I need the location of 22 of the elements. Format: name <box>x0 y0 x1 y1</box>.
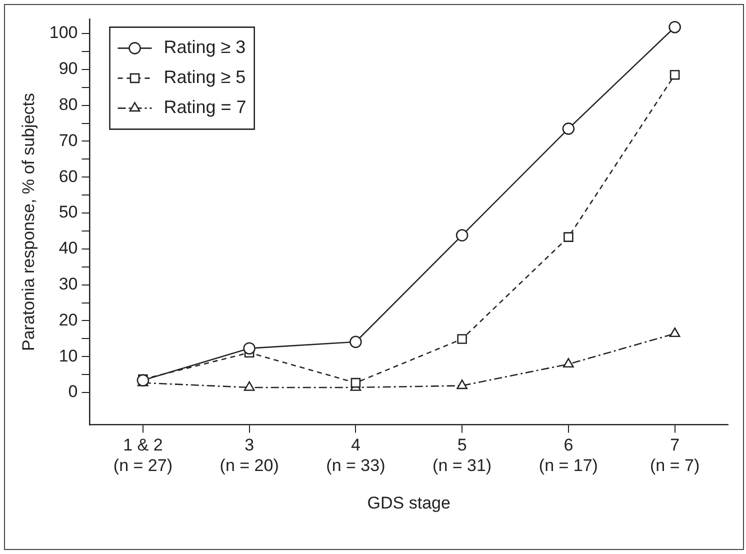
x-tick-label: 4 (n = 33) <box>326 436 386 476</box>
x-tick-label: 7 (n = 7) <box>650 436 700 476</box>
y-tick-label: 10 <box>58 346 78 366</box>
y-tick-label: 40 <box>58 238 78 258</box>
x-axis-title: GDS stage <box>367 493 450 512</box>
y-tick-label: 70 <box>58 130 78 150</box>
x-tick-label: 3 (n = 20) <box>220 436 279 476</box>
legend-label: Rating ≥ 5 <box>164 67 246 88</box>
y-tick-label: 20 <box>58 310 78 330</box>
legend-label: Rating = 7 <box>164 97 246 118</box>
y-tick-label: 100 <box>49 23 78 42</box>
legend-label: Rating ≥ 3 <box>164 37 246 58</box>
y-tick-label: 50 <box>58 202 78 222</box>
y-tick-label: 90 <box>58 59 78 78</box>
x-tick-label: 5 (n = 31) <box>432 436 492 476</box>
y-tick-label: 60 <box>58 166 78 186</box>
x-tick-label: 1 & 2 (n = 27) <box>113 436 172 476</box>
x-tick-label: 6 (n = 17) <box>538 436 598 476</box>
y-tick-label: 80 <box>58 95 78 114</box>
y-tick-label: 0 <box>68 382 78 402</box>
y-tick-label: 30 <box>58 274 78 294</box>
y-axis-title: Paratonia response, % of subjects <box>18 93 38 351</box>
